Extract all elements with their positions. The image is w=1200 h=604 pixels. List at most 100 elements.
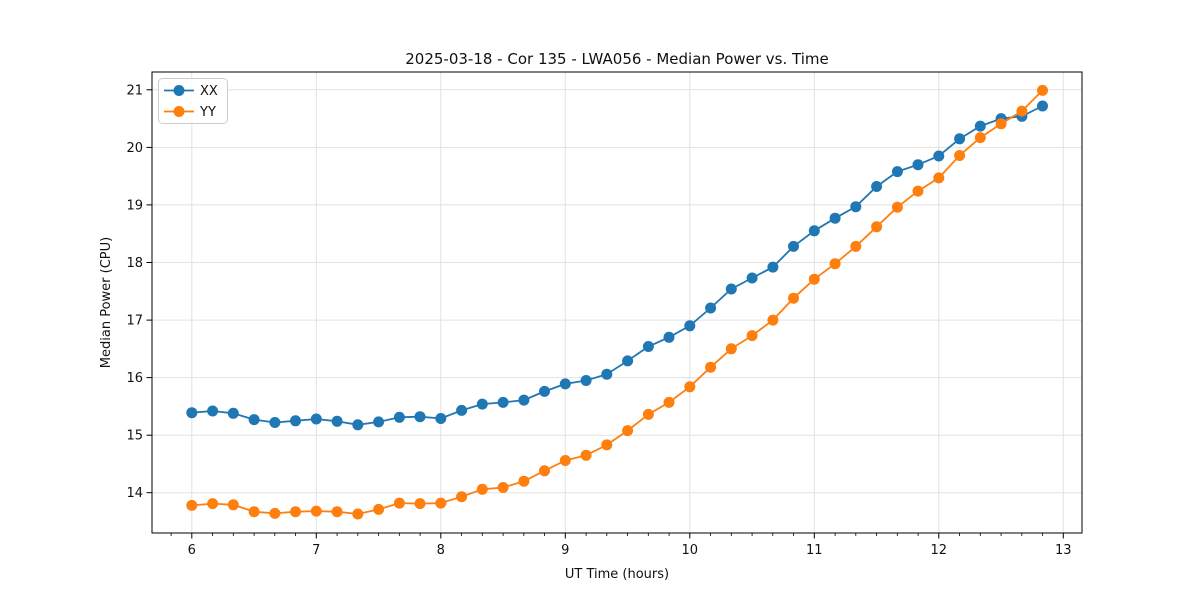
x-tick-label: 7 xyxy=(312,543,320,558)
data-point xyxy=(269,507,281,519)
y-axis-label: Median Power (CPU) xyxy=(99,237,114,368)
data-point xyxy=(601,368,613,380)
legend: XX YY xyxy=(158,78,228,124)
data-point xyxy=(684,320,696,332)
data-point xyxy=(456,404,468,416)
data-point xyxy=(227,499,239,511)
legend-label-yy: YY xyxy=(199,105,216,120)
data-point xyxy=(622,425,634,437)
data-point xyxy=(352,419,364,431)
data-point xyxy=(725,283,737,295)
data-point xyxy=(290,506,301,518)
data-point xyxy=(580,449,592,461)
data-point xyxy=(788,292,799,304)
data-point xyxy=(663,331,675,343)
data-point xyxy=(207,405,219,417)
legend-marker xyxy=(173,85,185,96)
data-point xyxy=(518,394,530,406)
data-point xyxy=(808,225,820,237)
x-tick-label: 12 xyxy=(931,543,948,558)
data-point xyxy=(539,385,550,397)
data-point xyxy=(186,499,198,511)
data-point xyxy=(642,408,654,420)
data-point xyxy=(1037,100,1048,112)
data-point xyxy=(808,273,820,285)
data-point xyxy=(207,498,219,510)
data-point xyxy=(891,201,903,213)
y-tick-label: 20 xyxy=(126,141,143,156)
data-point xyxy=(663,396,675,408)
data-point xyxy=(248,506,260,518)
data-point xyxy=(725,343,737,355)
data-point xyxy=(580,375,592,386)
y-tick-label: 21 xyxy=(126,83,143,98)
data-point xyxy=(871,221,883,233)
data-point xyxy=(995,118,1007,130)
y-tick-label: 18 xyxy=(126,256,143,271)
data-point xyxy=(622,355,634,367)
legend-label-xx: XX xyxy=(200,84,218,99)
data-point xyxy=(850,240,862,252)
data-point xyxy=(746,272,758,284)
x-axis-label: UT Time (hours) xyxy=(565,567,669,582)
data-point xyxy=(393,497,405,509)
axis-ticks xyxy=(146,89,1064,539)
data-point xyxy=(601,439,613,451)
data-point xyxy=(435,413,447,424)
data-point xyxy=(373,503,385,515)
legend-marker xyxy=(173,106,185,117)
data-point xyxy=(518,475,530,487)
data-point xyxy=(393,411,405,423)
y-tick-labels: 14 15 16 17 18 19 20 21 xyxy=(126,83,143,501)
data-point xyxy=(456,491,468,503)
data-point xyxy=(705,361,717,373)
data-point xyxy=(912,159,924,171)
data-point xyxy=(414,498,426,510)
data-point xyxy=(767,314,779,326)
x-tick-label: 8 xyxy=(437,543,445,558)
x-tick-labels: 6 7 8 9 10 11 12 13 xyxy=(188,543,1072,558)
data-point xyxy=(414,411,426,423)
x-tick-label: 6 xyxy=(188,543,196,558)
y-tick-label: 14 xyxy=(126,486,143,501)
data-point xyxy=(850,201,862,213)
chart-title: 2025-03-18 - Cor 135 - LWA056 - Median P… xyxy=(405,50,829,68)
data-point xyxy=(891,166,903,178)
data-point xyxy=(559,455,571,466)
x-tick-label: 9 xyxy=(561,543,569,558)
data-point xyxy=(269,417,281,428)
data-point xyxy=(227,407,239,419)
data-point xyxy=(829,212,841,224)
x-tick-label: 13 xyxy=(1055,543,1072,558)
data-point xyxy=(497,482,509,493)
data-point xyxy=(476,483,488,495)
data-point xyxy=(435,497,447,509)
series-xx xyxy=(186,100,1048,431)
data-point xyxy=(788,240,799,252)
data-point xyxy=(1037,84,1048,96)
plot-border xyxy=(151,71,1083,534)
data-point xyxy=(352,508,364,520)
data-point xyxy=(954,133,966,145)
data-point xyxy=(310,505,322,517)
data-point xyxy=(186,407,198,419)
data-point xyxy=(767,261,779,273)
y-tick-label: 17 xyxy=(126,314,143,329)
data-point xyxy=(248,414,260,426)
series-yy xyxy=(186,84,1048,520)
data-point xyxy=(871,181,883,192)
data-point xyxy=(974,132,986,144)
data-point xyxy=(974,120,986,132)
data-point xyxy=(705,302,717,314)
x-tick-label: 10 xyxy=(682,543,699,558)
data-point xyxy=(331,415,343,427)
data-point xyxy=(497,396,509,408)
data-point xyxy=(331,506,343,518)
y-tick-label: 16 xyxy=(126,371,143,386)
data-point xyxy=(933,150,945,162)
x-tick-label: 11 xyxy=(806,543,823,558)
series-line xyxy=(191,105,1043,426)
data-point xyxy=(310,413,322,425)
